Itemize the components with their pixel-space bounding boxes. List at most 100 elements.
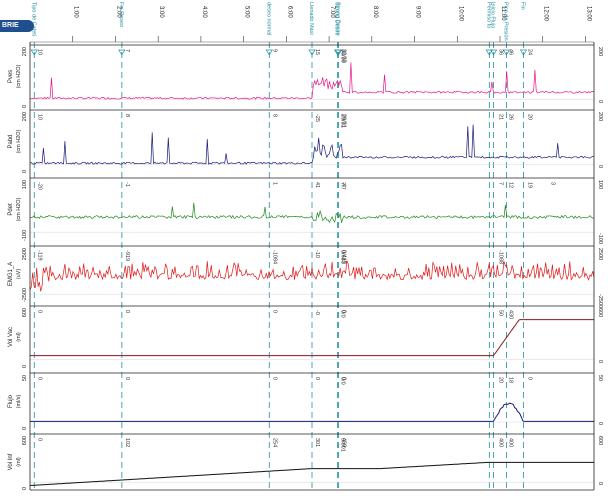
panel-ymin: 0 — [22, 365, 28, 368]
time-tick-label: 10:00 — [457, 6, 463, 22]
event-marker-arrow — [118, 49, 126, 56]
panel-ymin: 0 — [22, 170, 28, 173]
event-label: Fin Deseo — [118, 2, 124, 27]
event-label: Inicio Flujo — [490, 2, 496, 28]
panel-yunit: (ml/s) — [16, 394, 22, 408]
panel-ylabel: Pdet — [8, 203, 14, 216]
panel-value-label: 10 — [36, 114, 42, 120]
panel-trace — [29, 461, 594, 486]
panel-value-label: 0/001 — [340, 438, 346, 452]
panel-value-label: 400 — [497, 438, 503, 447]
panel-value-label: 0 — [36, 438, 42, 441]
panel-value-label: 19 — [526, 182, 532, 188]
panel-value-label: 12 — [508, 182, 514, 188]
panel-value-label: 24 — [526, 49, 532, 55]
panel-trace — [29, 202, 594, 224]
panel-value-label: 8 — [124, 114, 130, 117]
panel-ymax: 600 — [22, 308, 28, 317]
panel-ymax-right: 200 — [597, 112, 603, 121]
time-tick-label: 8:00 — [372, 6, 378, 18]
panel-yunit: (uV) — [16, 269, 22, 280]
panel-value-label: 430 — [508, 310, 514, 319]
panel-value-label: 29/31 — [340, 114, 346, 128]
panel-value-label: 9 — [271, 49, 277, 52]
panel-value-label: -119 — [36, 250, 42, 261]
panel-ylabel: EMG1_A — [8, 262, 14, 286]
panel-ylabel: Vol Vac — [8, 327, 14, 347]
panel-value-label: 29/31 — [340, 114, 346, 128]
panel-value-label: 0 — [36, 310, 42, 313]
time-tick-label: 7:00 — [329, 6, 335, 18]
panel-value-label: 15 — [314, 49, 320, 55]
panel-value-label: 0 — [271, 377, 277, 380]
time-tick-label: 4:00 — [201, 6, 207, 18]
panel-value-label: -4 — [340, 182, 346, 187]
panel-value-label: -0 — [314, 310, 320, 315]
time-tick-label: 12:00 — [543, 6, 549, 22]
panel-ymax-right: 50 — [597, 375, 603, 381]
panel-value-label: 20 — [497, 377, 503, 383]
panel-value-label: 1 — [271, 182, 277, 185]
panel-value-label: -1084 — [271, 250, 277, 264]
panel-value-label: 21 — [497, 114, 503, 120]
event-marker-arrow — [265, 49, 273, 56]
panel-value-label: 0/0 — [340, 377, 346, 385]
panel-ymin-right: 0 — [597, 165, 603, 168]
panel-value-label: 20 — [526, 114, 532, 120]
event-marker-arrow — [519, 49, 528, 56]
panel-value-label: 41 — [314, 182, 320, 188]
panel-ymin-right: 0 — [597, 100, 603, 103]
event-marker-arrow — [308, 49, 316, 56]
panel-value-label: 0/0 — [340, 310, 346, 318]
time-tick-label: 13:00 — [585, 6, 591, 22]
panel-value-label: 26 — [508, 114, 514, 120]
panel-ymin: -100 — [22, 230, 28, 241]
panel-trace — [30, 319, 594, 357]
panel-yunit: (ml) — [16, 457, 22, 467]
panel-value-label: 0 — [36, 377, 42, 380]
panel-value-label: 0 — [340, 377, 346, 380]
event-label: Fin — [520, 2, 526, 10]
panel-value-label: 254 — [271, 438, 277, 447]
panel-ymin-right: 0 — [597, 360, 603, 363]
panel-ymin: 0 — [22, 105, 28, 108]
brand-logo: BRIE — [0, 20, 34, 32]
panel-ymin-right: -2500 — [597, 294, 603, 308]
panel-yunit: (cm H2O) — [16, 197, 22, 221]
panel-ymax: 200 — [22, 47, 28, 56]
brand-logo-text: BRIE — [2, 22, 19, 29]
panel-yunit: (cm H2O) — [16, 64, 22, 88]
panel-ymin-right: -100 — [597, 233, 603, 244]
panel-ymin-right: 0 — [597, 422, 603, 425]
panel-value-label: 0 — [526, 377, 532, 380]
panel-value-label: 0 — [124, 377, 130, 380]
event-label: Strong Desire — [334, 2, 340, 36]
panel-value-label: 7 — [497, 182, 503, 185]
panel-value-label: 0/419 — [340, 250, 346, 264]
event-label: deseo normal — [265, 2, 271, 35]
panel-ymax: 200 — [22, 112, 28, 121]
panel-trace — [30, 402, 594, 422]
panel-value-label: 36 — [497, 49, 503, 55]
panel-value-label: -25 — [314, 114, 320, 122]
event-label: Pico de Presión — [502, 2, 508, 41]
panel-ymax-right: 600 — [597, 436, 603, 445]
panel-value-label: -20 — [36, 182, 42, 190]
panel-value-label: 0 — [314, 377, 320, 380]
panel-value-label: 0 — [271, 310, 277, 313]
panel-ymin: 0 — [22, 427, 28, 430]
panel-ymin: 0 — [22, 487, 28, 490]
panel-trace — [29, 124, 595, 165]
panel-ylabel: Pabd — [8, 134, 14, 148]
panel-ylabel: Pves — [8, 70, 14, 83]
event-label: Strong Desire — [334, 2, 340, 36]
event-label: Permiso to — [485, 2, 491, 28]
event-marker-arrow — [334, 49, 343, 56]
panel-value-label: 102 — [124, 438, 130, 447]
panel-yunit: (ml) — [16, 332, 22, 342]
panel-value-label: 450 — [340, 438, 346, 447]
panel-trace — [29, 260, 595, 292]
event-marker-arrow — [485, 49, 493, 56]
panel-ymax-right: 100 — [597, 180, 603, 189]
